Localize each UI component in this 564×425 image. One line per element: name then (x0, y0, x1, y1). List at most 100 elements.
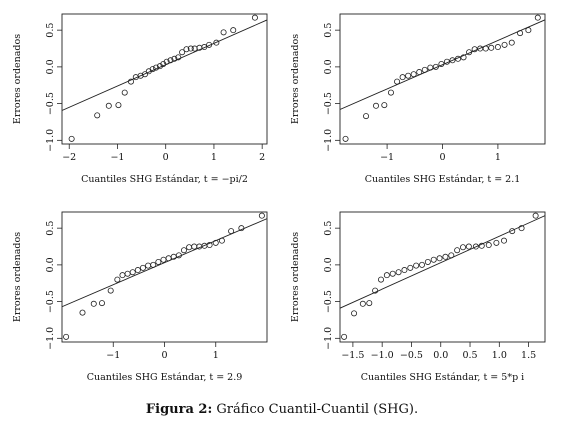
data-point (442, 253, 449, 260)
data-point (160, 256, 167, 263)
data-point (485, 242, 492, 249)
data-point (124, 270, 131, 277)
data-point (395, 269, 402, 276)
data-point (501, 41, 508, 48)
x-tick-label: 0 (439, 152, 445, 163)
x-tick-label: −2 (62, 152, 76, 163)
data-point (413, 262, 420, 269)
data-point (465, 243, 472, 250)
data-point (488, 44, 495, 51)
x-tick-label: 0 (163, 152, 169, 163)
data-point (427, 64, 434, 71)
data-point (165, 255, 172, 262)
x-tick-label: 1.5 (521, 350, 536, 361)
data-point (416, 69, 423, 76)
data-point (139, 264, 146, 271)
data-point (359, 300, 366, 307)
data-point (163, 58, 170, 65)
plot-frame (339, 211, 546, 343)
x-tick-label: 1.0 (492, 350, 507, 361)
x-axis-label: Cuantiles SHG Estándar, t = 5*p i (361, 372, 524, 383)
data-point (430, 256, 437, 263)
y-tick-label: −1.0 (45, 327, 56, 350)
data-point (220, 29, 227, 36)
data-point (478, 242, 485, 249)
reference-line (340, 19, 545, 110)
x-tick-label: −1.0 (371, 350, 394, 361)
data-point (500, 237, 507, 244)
data-point (175, 54, 182, 61)
data-point (191, 45, 198, 52)
y-tick-label: −0.5 (323, 92, 334, 115)
y-tick-label: 0.0 (323, 257, 334, 272)
x-tick-label: 1 (211, 152, 217, 163)
data-point (410, 71, 417, 78)
qq-panel-4: −1.5 −1.0 −0.5 0.0 0.5 1.0 1.5 −1.0 −0.5 0.0 0.5 Cu… (290, 211, 546, 383)
x-tick-label: 1 (213, 350, 219, 361)
data-point (180, 247, 187, 254)
x-tick-label: 0.0 (433, 350, 448, 361)
data-point (438, 60, 445, 67)
data-point (377, 276, 384, 283)
data-point (155, 258, 162, 265)
data-point (186, 244, 193, 251)
data-point (466, 49, 473, 56)
data-point (534, 14, 541, 21)
data-point (167, 57, 174, 64)
data-point (518, 225, 525, 232)
data-point (494, 44, 501, 51)
data-point (98, 300, 105, 307)
reference-line (62, 19, 267, 111)
data-point (394, 78, 401, 85)
data-point (141, 71, 148, 78)
data-point (532, 212, 539, 219)
data-point (381, 102, 388, 109)
y-tick-label: 0.0 (45, 59, 56, 74)
data-point (424, 258, 431, 265)
data-point (115, 102, 122, 109)
data-point (206, 41, 213, 48)
x-tick-label: 1 (495, 152, 501, 163)
data-point (471, 46, 478, 53)
data-point (129, 269, 136, 276)
y-tick-label: 0.5 (45, 23, 56, 38)
y-tick-label: −1.0 (45, 129, 56, 152)
x-tick-label: 2 (259, 152, 265, 163)
y-axis-label: Errores ordenados (290, 232, 301, 322)
data-point (137, 72, 144, 79)
data-point (517, 30, 524, 37)
data-point (436, 255, 443, 262)
y-tick-label: 0.0 (323, 59, 334, 74)
y-tick-label: −0.5 (45, 92, 56, 115)
data-point (389, 270, 396, 277)
data-point (366, 300, 373, 307)
x-tick-label: −1 (110, 152, 124, 163)
data-point (341, 333, 348, 340)
data-point (121, 89, 128, 96)
data-point (218, 237, 225, 244)
y-tick-label: 0.5 (323, 23, 334, 38)
reference-line (62, 218, 267, 308)
data-point (407, 264, 414, 271)
data-point (363, 113, 370, 120)
data-point (228, 228, 235, 235)
data-point (145, 262, 152, 269)
data-point (150, 261, 157, 268)
x-axis-label: Cuantiles SHG Estándar, t = 2.9 (87, 372, 243, 383)
data-point (187, 45, 194, 52)
y-tick-label: −1.0 (323, 327, 334, 350)
data-point (448, 252, 455, 259)
data-point (230, 27, 237, 34)
y-tick-label: −0.5 (45, 290, 56, 313)
data-point (206, 242, 213, 249)
qq-panel-1: −2 −1 0 1 2 −1.0 −0.5 0.0 0.5 Cuantiles SHG Están… (12, 13, 268, 185)
qq-panel-2: −1 0 1 −1.0 −0.5 0.0 0.5 Cuantiles SHG Estándar… (290, 13, 546, 185)
data-point (405, 72, 412, 79)
x-axis-label: Cuantiles SHG Estándar, t = 2.1 (365, 174, 521, 185)
data-point (432, 63, 439, 70)
data-point (90, 300, 97, 307)
data-point (351, 310, 358, 317)
data-point (134, 267, 141, 274)
data-point (153, 64, 160, 71)
